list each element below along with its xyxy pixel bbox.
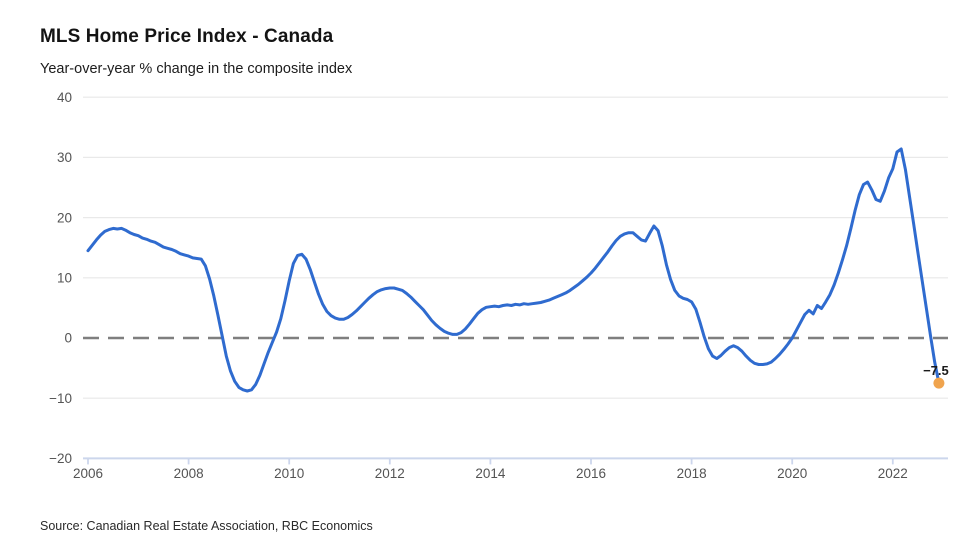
series-line xyxy=(86,147,941,393)
y-axis-label: 0 xyxy=(64,331,72,346)
latest-value-marker xyxy=(933,377,945,389)
latest-value-label: −7.5 xyxy=(923,363,949,378)
x-axis-label: 2010 xyxy=(274,466,304,481)
x-axis-label: 2012 xyxy=(375,466,405,481)
x-axis-label: 2022 xyxy=(878,466,908,481)
x-axis-label: 2006 xyxy=(73,466,103,481)
page-title: MLS Home Price Index - Canada xyxy=(40,25,334,47)
x-axis-label: 2016 xyxy=(576,466,606,481)
y-axis-label: 10 xyxy=(57,271,72,286)
x-axis-label: 2018 xyxy=(677,466,707,481)
source-note: Source: Canadian Real Estate Association… xyxy=(40,518,373,533)
y-axis-label: 40 xyxy=(57,90,72,105)
y-axis-label: 20 xyxy=(57,210,72,225)
y-axis-label: 30 xyxy=(57,150,72,165)
y-axis-label: −20 xyxy=(49,451,72,466)
x-axis-label: 2014 xyxy=(475,466,506,481)
y-axis-label: −10 xyxy=(49,391,72,406)
x-axis-label: 2020 xyxy=(777,466,807,481)
x-axis-label: 2008 xyxy=(174,466,204,481)
page-subtitle: Year-over-year % change in the composite… xyxy=(40,60,353,77)
